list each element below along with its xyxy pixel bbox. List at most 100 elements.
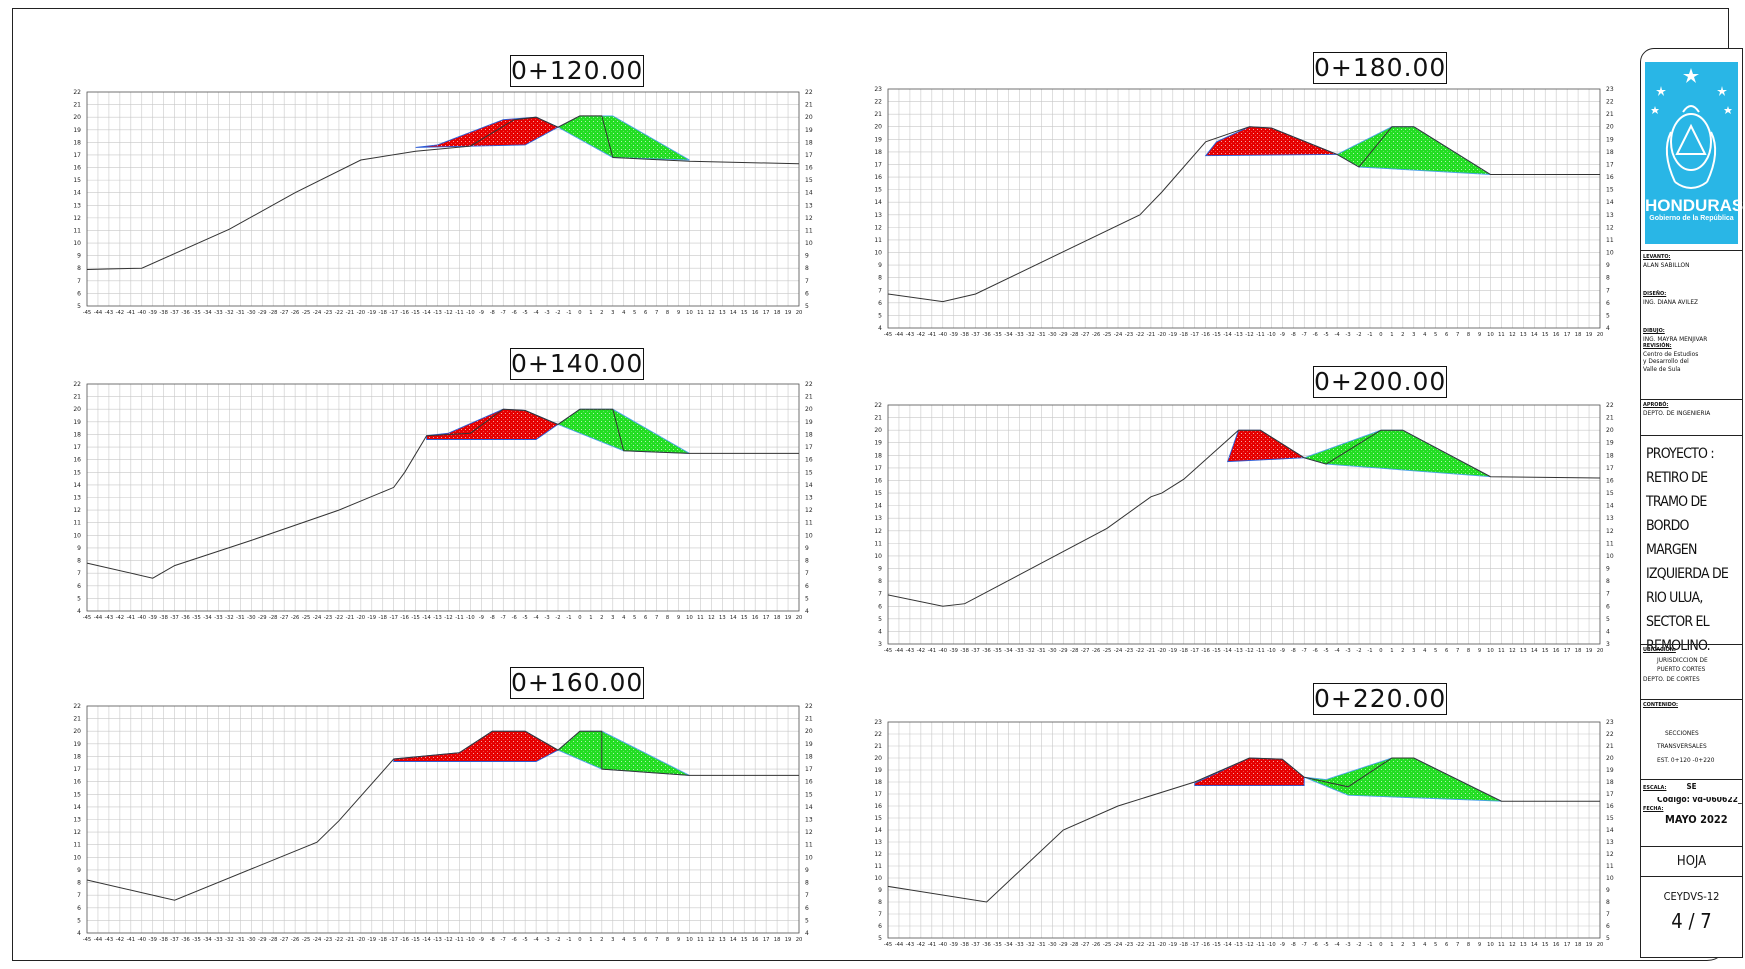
ground-profile-line xyxy=(887,429,1601,607)
x-tick-label: -1 xyxy=(1367,648,1372,654)
y-tick-label-right: 6 xyxy=(805,583,809,590)
x-tick-label: 2 xyxy=(1401,942,1404,948)
y-tick-label: 12 xyxy=(874,851,882,858)
fecha-label: FECHA: xyxy=(1643,806,1664,812)
x-tick-label: -36 xyxy=(181,615,189,621)
x-tick-label: 10 xyxy=(1487,332,1494,338)
y-tick-label: 14 xyxy=(73,482,81,489)
y-tick-label: 5 xyxy=(77,303,81,310)
y-tick-label: 19 xyxy=(73,127,81,134)
x-tick-label: -10 xyxy=(466,615,474,621)
x-tick-label: -22 xyxy=(1136,332,1144,338)
y-tick-label: 23 xyxy=(874,719,882,726)
y-tick-label: 21 xyxy=(73,102,81,109)
x-tick-label: 20 xyxy=(796,310,803,316)
x-tick-label: 20 xyxy=(796,615,803,621)
x-tick-label: 14 xyxy=(730,310,737,316)
x-tick-label: 19 xyxy=(785,310,792,316)
y-tick-label: 12 xyxy=(874,224,882,231)
x-tick-label: 7 xyxy=(655,310,658,316)
x-tick-label: -44 xyxy=(895,332,904,338)
x-tick-label: -37 xyxy=(170,310,178,316)
x-tick-label: 3 xyxy=(611,615,614,621)
y-tick-label-right: 7 xyxy=(805,570,809,577)
x-tick-label: 20 xyxy=(1597,332,1604,338)
x-tick-label: -9 xyxy=(1280,648,1285,654)
x-tick-label: -40 xyxy=(939,942,947,948)
x-tick-label: -12 xyxy=(444,937,452,943)
x-tick-label: -24 xyxy=(313,310,322,316)
y-tick-label: 15 xyxy=(73,791,81,798)
x-tick-label: 4 xyxy=(1423,332,1427,338)
y-tick-label: 13 xyxy=(874,515,882,522)
x-tick-label: -25 xyxy=(1103,332,1111,338)
plot-frame xyxy=(887,88,1601,329)
y-tick-label-right: 21 xyxy=(805,394,813,401)
x-tick-label: -40 xyxy=(138,615,146,621)
section-title-0-220: 0+220.00 xyxy=(1313,683,1447,715)
x-tick-label: -34 xyxy=(203,310,212,316)
y-tick-label-right: 12 xyxy=(805,215,813,222)
x-tick-label: 16 xyxy=(752,937,759,943)
x-tick-label: -18 xyxy=(379,615,387,621)
y-tick-label: 9 xyxy=(878,566,882,573)
x-tick-label: -28 xyxy=(269,615,277,621)
x-tick-label: -9 xyxy=(1280,332,1285,338)
y-tick-label: 10 xyxy=(73,532,81,539)
x-tick-label: -18 xyxy=(1180,332,1188,338)
y-tick-label: 20 xyxy=(73,406,81,413)
y-tick-label: 10 xyxy=(874,553,882,560)
x-tick-label: -27 xyxy=(280,937,288,943)
x-tick-label: -13 xyxy=(433,937,441,943)
x-tick-label: 14 xyxy=(1531,942,1538,948)
ubicacion-line-1: JURISDICCION DE xyxy=(1657,655,1708,664)
x-tick-label: 13 xyxy=(1520,648,1527,654)
escala-block: ESCALA: SE Codigo: vd-060622_11 FECHA: M… xyxy=(1640,779,1743,841)
x-tick-label: 19 xyxy=(1586,332,1593,338)
x-tick-label: -44 xyxy=(895,942,904,948)
x-tick-label: -19 xyxy=(368,310,376,316)
y-tick-label-right: 20 xyxy=(1606,755,1614,762)
x-tick-label: 5 xyxy=(1434,942,1437,948)
x-tick-label: -41 xyxy=(127,310,135,316)
x-tick-label: 12 xyxy=(708,310,715,316)
x-tick-label: 12 xyxy=(708,937,715,943)
y-tick-label-right: 5 xyxy=(1606,616,1610,623)
x-tick-label: 15 xyxy=(741,937,748,943)
x-tick-label: 3 xyxy=(1412,942,1415,948)
x-tick-label: 7 xyxy=(1456,332,1459,338)
y-tick-label: 20 xyxy=(874,755,882,762)
contenido-line-1: SECCIONES xyxy=(1665,728,1699,737)
cut-area xyxy=(1226,429,1306,463)
x-tick-label: -16 xyxy=(400,310,408,316)
x-tick-label: -12 xyxy=(444,615,452,621)
y-tick-label: 16 xyxy=(874,477,882,484)
y-tick-label-right: 17 xyxy=(1606,465,1614,472)
x-tick-label: 8 xyxy=(1467,332,1470,338)
y-tick-label: 19 xyxy=(874,136,882,143)
y-tick-label: 9 xyxy=(77,253,81,260)
x-tick-label: -14 xyxy=(1223,648,1232,654)
x-tick-label: 2 xyxy=(1401,648,1404,654)
y-tick-label: 10 xyxy=(73,240,81,247)
y-tick-label-right: 22 xyxy=(1606,402,1614,409)
y-tick-label-right: 19 xyxy=(805,741,813,748)
y-tick-label-right: 10 xyxy=(805,854,813,861)
y-tick-label-right: 15 xyxy=(1606,490,1614,497)
y-tick-label: 11 xyxy=(874,863,882,870)
x-tick-label: -36 xyxy=(982,942,990,948)
x-tick-label: -16 xyxy=(1201,648,1209,654)
x-tick-label: -5 xyxy=(523,937,528,943)
y-tick-label: 12 xyxy=(73,507,81,514)
y-tick-label: 18 xyxy=(874,452,882,459)
y-tick-label-right: 7 xyxy=(1606,591,1610,598)
y-tick-label-right: 4 xyxy=(805,608,809,615)
x-tick-label: -31 xyxy=(236,615,244,621)
x-tick-label: 4 xyxy=(1423,942,1427,948)
x-tick-label: -2 xyxy=(555,310,560,316)
x-tick-label: -3 xyxy=(544,937,549,943)
y-tick-label-right: 16 xyxy=(1606,803,1614,810)
x-tick-label: -1 xyxy=(1367,942,1372,948)
y-tick-label: 7 xyxy=(77,892,81,899)
